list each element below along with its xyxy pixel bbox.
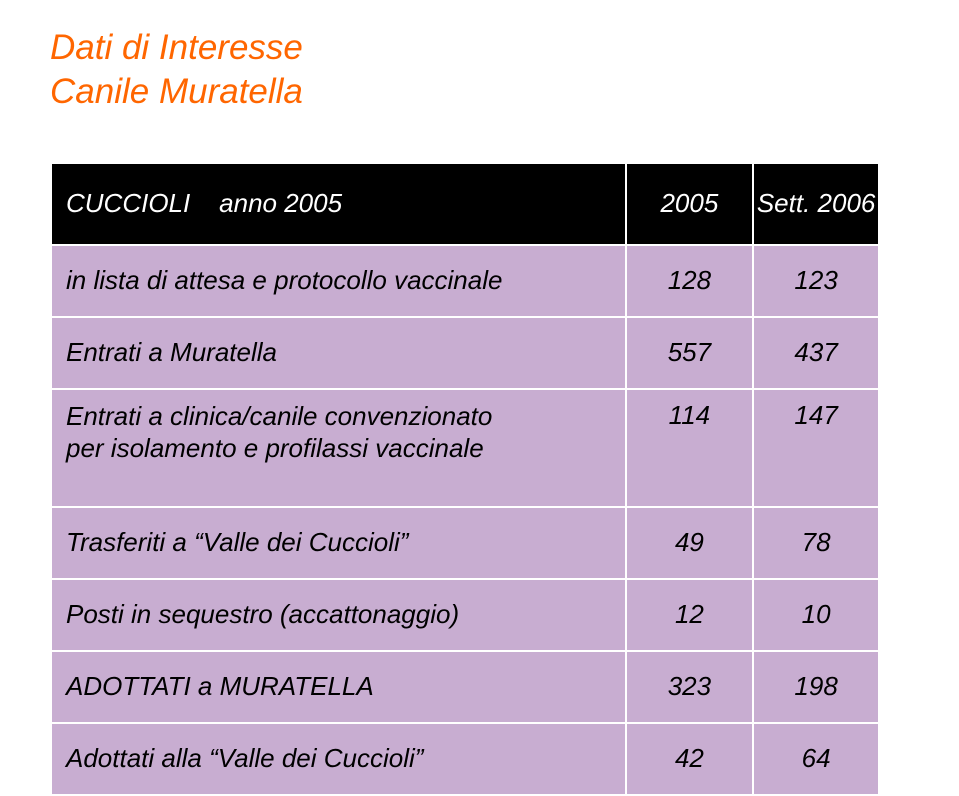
data-table: CUCCIOLI anno 2005 2005 Sett. 2006 in li… [50,162,880,796]
row-value-2: 123 [753,245,879,317]
title-line-2: Canile Muratella [50,72,303,111]
table-row: Posti in sequestro (accattonaggio) 12 10 [51,579,879,651]
row-value-1: 42 [626,723,754,795]
table-row: Entrati a Muratella 557 437 [51,317,879,389]
header-label-b: anno 2005 [219,188,342,218]
row-value-1: 49 [626,507,754,579]
row-label: Entrati a Muratella [51,317,626,389]
table-row: Entrati a clinica/canile convenzionatope… [51,389,879,507]
table-row: Trasferiti a “Valle dei Cuccioli” 49 78 [51,507,879,579]
row-value-2: 198 [753,651,879,723]
row-value-2: 64 [753,723,879,795]
row-label: Adottati alla “Valle dei Cuccioli” [51,723,626,795]
row-label: in lista di attesa e protocollo vaccinal… [51,245,626,317]
table-row: in lista di attesa e protocollo vaccinal… [51,245,879,317]
row-value-1: 128 [626,245,754,317]
row-value-2: 78 [753,507,879,579]
header-cell-label: CUCCIOLI anno 2005 [51,163,626,245]
row-label: ADOTTATI a MURATELLA [51,651,626,723]
header-cell-year1: 2005 [626,163,754,245]
row-label: Posti in sequestro (accattonaggio) [51,579,626,651]
row-value-1: 323 [626,651,754,723]
row-value-1: 12 [626,579,754,651]
row-value-2: 147 [753,389,879,507]
title-line-1: Dati di Interesse [50,28,303,67]
table-row: ADOTTATI a MURATELLA 323 198 [51,651,879,723]
row-value-1: 114 [626,389,754,507]
page-title: Dati di Interesse Canile Muratella [50,26,909,114]
header-cell-year2: Sett. 2006 [753,163,879,245]
table-row: Adottati alla “Valle dei Cuccioli” 42 64 [51,723,879,795]
row-label: Entrati a clinica/canile convenzionatope… [51,389,626,507]
table-header-row: CUCCIOLI anno 2005 2005 Sett. 2006 [51,163,879,245]
row-value-2: 437 [753,317,879,389]
header-label-a: CUCCIOLI [66,188,190,218]
row-label: Trasferiti a “Valle dei Cuccioli” [51,507,626,579]
page: Dati di Interesse Canile Muratella CUCCI… [0,0,959,726]
row-value-1: 557 [626,317,754,389]
row-value-2: 10 [753,579,879,651]
